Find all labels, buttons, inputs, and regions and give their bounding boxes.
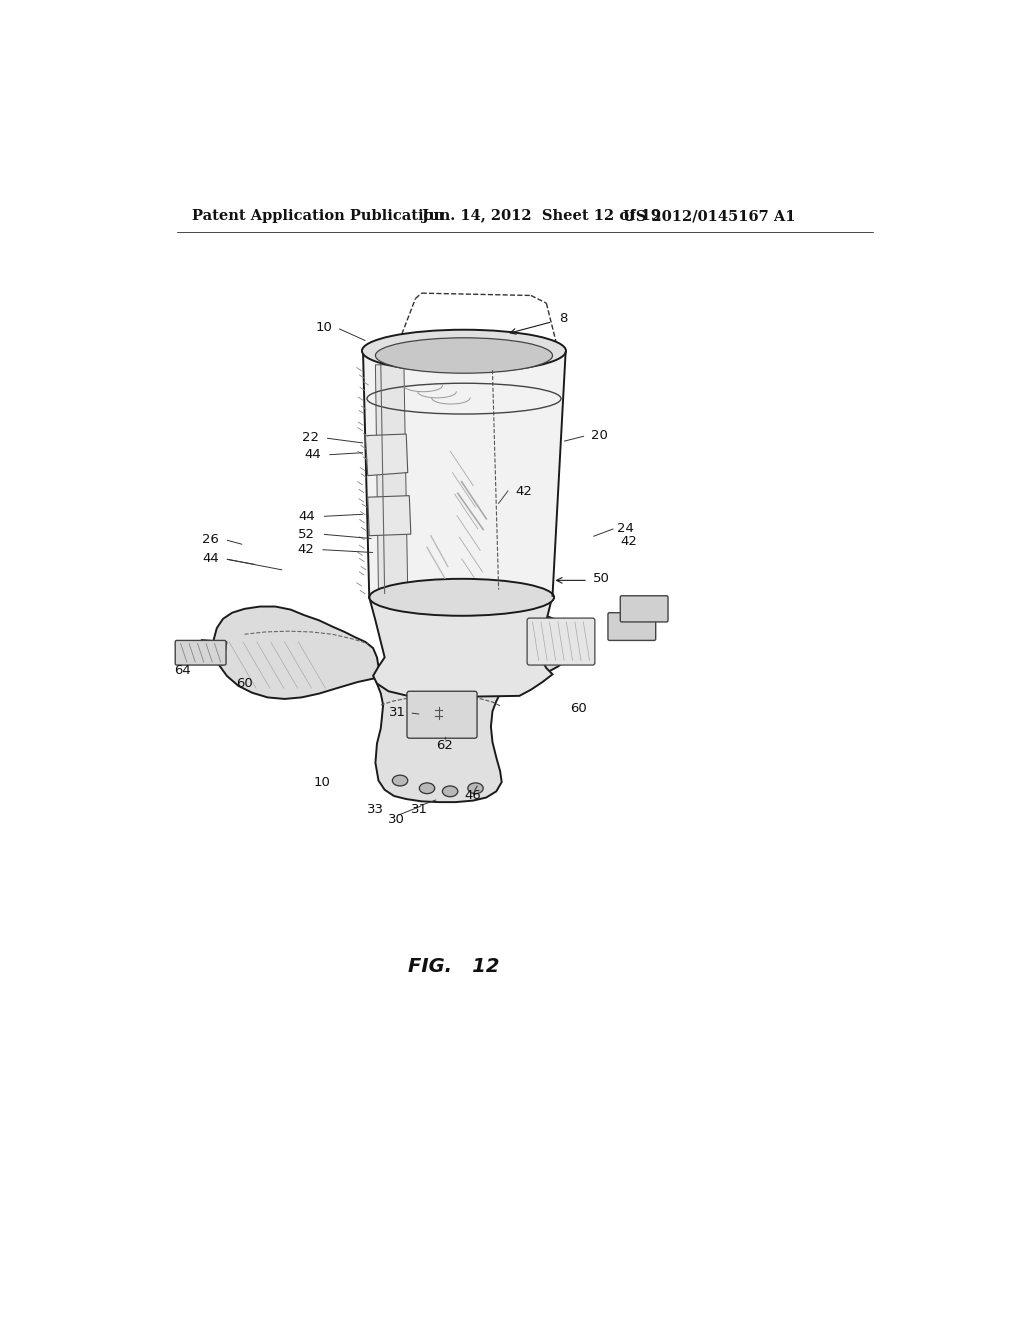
Polygon shape — [376, 669, 519, 803]
Ellipse shape — [468, 783, 483, 793]
Text: 33: 33 — [367, 803, 384, 816]
Ellipse shape — [392, 775, 408, 785]
Text: 44: 44 — [203, 552, 219, 565]
Text: FIG.   12: FIG. 12 — [409, 957, 500, 977]
Ellipse shape — [376, 338, 553, 374]
Polygon shape — [366, 434, 408, 475]
Text: 46: 46 — [465, 789, 481, 803]
Text: 44: 44 — [305, 449, 322, 462]
Text: 64: 64 — [174, 664, 191, 677]
FancyBboxPatch shape — [621, 595, 668, 622]
Text: 42: 42 — [621, 536, 637, 548]
Text: Jun. 14, 2012  Sheet 12 of 19: Jun. 14, 2012 Sheet 12 of 19 — [422, 209, 660, 223]
Polygon shape — [370, 595, 553, 697]
Text: Patent Application Publication: Patent Application Publication — [193, 209, 444, 223]
FancyBboxPatch shape — [407, 692, 477, 738]
FancyBboxPatch shape — [608, 612, 655, 640]
Text: 30: 30 — [388, 813, 404, 825]
Polygon shape — [500, 614, 573, 682]
Text: 20: 20 — [591, 429, 608, 442]
Text: 42: 42 — [297, 543, 313, 556]
Text: 52: 52 — [298, 528, 315, 541]
Polygon shape — [202, 640, 226, 665]
Text: US 2012/0145167 A1: US 2012/0145167 A1 — [624, 209, 796, 223]
Polygon shape — [214, 607, 379, 700]
Text: 10: 10 — [315, 321, 333, 334]
Text: 60: 60 — [570, 702, 587, 715]
Text: 44: 44 — [299, 510, 315, 523]
FancyBboxPatch shape — [527, 618, 595, 665]
Ellipse shape — [419, 783, 435, 793]
Text: 50: 50 — [593, 572, 609, 585]
Text: 62: 62 — [436, 739, 454, 751]
Polygon shape — [376, 364, 408, 595]
Text: 31: 31 — [389, 706, 407, 719]
Text: 42: 42 — [515, 484, 532, 498]
Polygon shape — [364, 352, 565, 597]
Text: 31: 31 — [411, 803, 428, 816]
FancyBboxPatch shape — [175, 640, 226, 665]
Text: 8: 8 — [559, 312, 567, 325]
Polygon shape — [368, 496, 411, 536]
Ellipse shape — [442, 785, 458, 797]
Ellipse shape — [370, 578, 554, 615]
Text: 60: 60 — [237, 677, 253, 690]
Ellipse shape — [361, 330, 566, 372]
Text: 24: 24 — [617, 521, 634, 535]
Text: 22: 22 — [302, 432, 319, 445]
Text: 10: 10 — [313, 776, 330, 788]
Text: 26: 26 — [202, 533, 219, 546]
